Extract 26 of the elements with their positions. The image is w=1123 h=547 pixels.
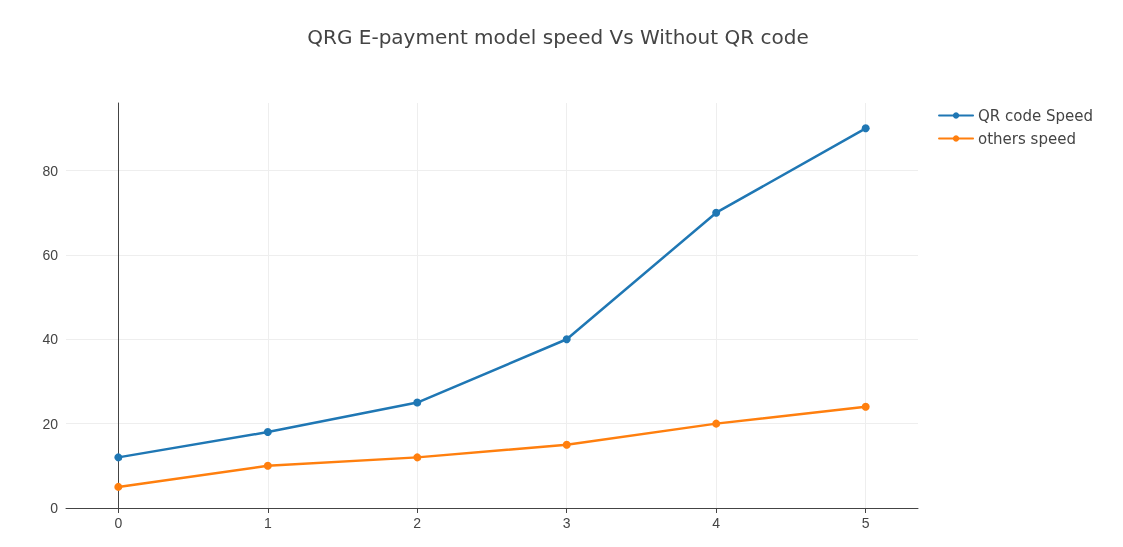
legend-label: QR code Speed [978, 106, 1094, 125]
x-tick-label: 5 [861, 515, 870, 531]
point [114, 453, 123, 462]
y-tick-label: 0 [50, 500, 59, 516]
point [413, 453, 422, 462]
x-tick-label: 3 [562, 515, 571, 531]
y-tick-label: 80 [42, 162, 59, 179]
y-tick-label: 20 [42, 415, 59, 432]
point [263, 461, 272, 470]
point [712, 419, 721, 428]
y-tick-label: 60 [42, 246, 59, 263]
point [562, 335, 571, 344]
x-tick-label: 0 [114, 515, 123, 531]
point [861, 402, 870, 411]
point [413, 398, 422, 407]
x-tick-label: 4 [712, 515, 721, 531]
x-tick-label: 2 [413, 515, 422, 531]
point [712, 208, 721, 217]
point [263, 428, 272, 437]
point [861, 124, 870, 133]
point [114, 482, 123, 491]
point [562, 440, 571, 449]
chart-title: QRG E-payment model speed Vs Without QR code [307, 25, 809, 49]
x-tick-label: 1 [263, 515, 272, 531]
legend-label: others speed [978, 129, 1076, 148]
y-tick-label: 40 [42, 331, 59, 348]
